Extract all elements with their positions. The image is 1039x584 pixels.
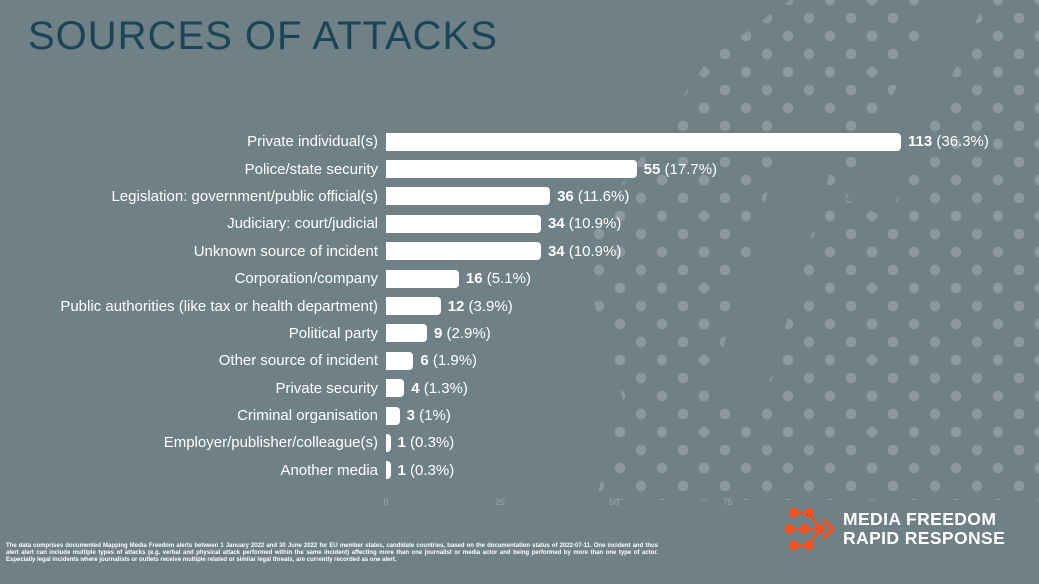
bar — [386, 324, 428, 343]
mfrr-logo: MEDIA FREEDOM RAPID RESPONSE — [784, 503, 1005, 555]
chart-row: Corporation/company 16 (5.1%) — [0, 265, 1039, 292]
mfrr-network-arrow-icon — [784, 507, 836, 551]
value-label: 4 (1.3%) — [411, 379, 468, 397]
category-label: Employer/publisher/colleague(s) — [163, 434, 378, 452]
bar — [386, 242, 541, 261]
x-tick-label: 50 — [608, 497, 619, 507]
bar — [386, 406, 400, 425]
category-label: Public authorities (like tax or health d… — [60, 297, 378, 315]
value-label: 113 (36.3%) — [908, 133, 989, 151]
category-label: Political party — [288, 324, 378, 342]
data-disclaimer: The data comprises documented Mapping Me… — [6, 543, 658, 564]
value-label: 16 (5.1%) — [465, 270, 531, 288]
page-title: SOURCES OF ATTACKS — [28, 14, 498, 58]
bar — [386, 160, 637, 179]
bar-rows: Private individual(s) 113 (36.3%) Police/s… — [0, 128, 1039, 484]
value-label: 3 (1%) — [406, 407, 451, 425]
value-label: 1 (0.3%) — [397, 434, 455, 452]
bar — [386, 433, 391, 452]
category-label: Criminal organisation — [237, 407, 378, 425]
chart-row: Political party 9 (2.9%) — [0, 320, 1039, 347]
bar — [386, 269, 459, 288]
value-label: 55 (17.7%) — [643, 160, 718, 178]
chart-row: Private individual(s) 113 (36.3%) — [0, 128, 1039, 155]
mfrr-logo-text: MEDIA FREEDOM RAPID RESPONSE — [843, 508, 1006, 549]
mfrr-logo-line2: RAPID RESPONSE — [843, 528, 1006, 548]
bar — [386, 351, 414, 370]
bar — [386, 187, 551, 206]
chart-row: Another media 1 (0.3%) — [0, 457, 1039, 484]
chart-row: Private security 4 (1.3%) — [0, 375, 1039, 402]
bar — [386, 214, 541, 233]
chart-row: Unknown source of incident 34 (10.9%) — [0, 238, 1039, 265]
value-label: 34 (10.9%) — [547, 215, 622, 233]
x-tick-label: 0 — [383, 497, 389, 507]
x-tick-label: 75 — [722, 497, 733, 507]
category-label: Corporation/company — [234, 270, 378, 288]
x-axis-ticks: 0 25 50 75 — [383, 497, 916, 511]
chart-row: Police/state security 55 (17.7%) — [0, 155, 1039, 182]
bar — [386, 297, 441, 316]
category-label: Private individual(s) — [247, 133, 378, 151]
bar — [386, 132, 901, 151]
bar-chart: Private individual(s) 113 (36.3%) Police/s… — [0, 128, 1039, 484]
mfrr-logo-line1: MEDIA FREEDOM — [843, 508, 997, 529]
bar — [386, 379, 405, 398]
bar — [386, 461, 391, 480]
category-label: Police/state security — [244, 160, 378, 178]
value-label: 6 (1.9%) — [420, 352, 478, 370]
category-label: Private security — [275, 379, 378, 397]
category-label: Another media — [280, 461, 378, 479]
chart-row: Other source of incident 6 (1.9%) — [0, 347, 1039, 374]
category-label: Other source of incident — [218, 352, 378, 370]
category-label: Judiciary: court/judicial — [227, 215, 378, 233]
chart-row: Employer/publisher/colleague(s) 1 (0.3%) — [0, 429, 1039, 456]
value-label: 12 (3.9%) — [447, 297, 513, 315]
chart-row: Public authorities (like tax or health d… — [0, 292, 1039, 319]
x-tick-label: 25 — [494, 497, 505, 507]
chart-row: Legislation: government/public official(… — [0, 183, 1039, 210]
chart-row: Criminal organisation 3 (1%) — [0, 402, 1039, 429]
category-label: Legislation: government/public official(… — [111, 187, 378, 205]
category-label: Unknown source of incident — [193, 242, 378, 260]
value-label: 36 (11.6%) — [557, 187, 630, 205]
value-label: 1 (0.3%) — [397, 461, 455, 479]
chart-row: Judiciary: court/judicial 34 (10.9%) — [0, 210, 1039, 237]
value-label: 34 (10.9%) — [547, 242, 622, 260]
value-label: 9 (2.9%) — [434, 324, 491, 342]
